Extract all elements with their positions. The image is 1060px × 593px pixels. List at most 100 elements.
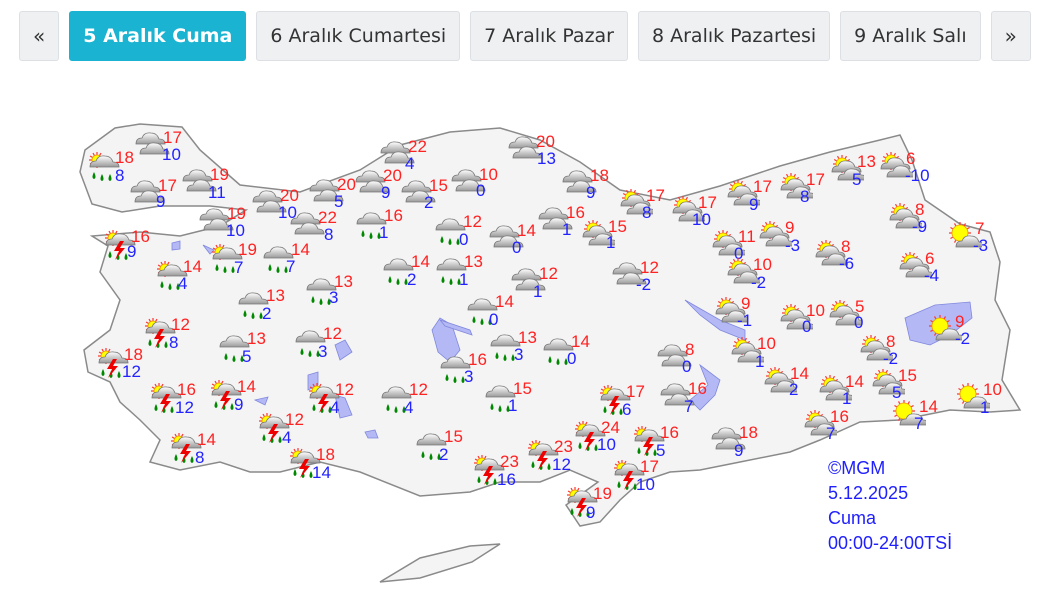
max-temp: 17 <box>646 186 665 205</box>
max-temp: 12 <box>335 380 354 399</box>
min-temp: 1 <box>508 396 518 415</box>
weather-map: ©MGM 5.12.2025 Cuma 00:00-24:00TSİ 18 8 17… <box>52 115 1060 593</box>
max-temp: 17 <box>640 457 659 476</box>
credit-period: 00:00-24:00TSİ <box>828 533 953 553</box>
max-temp: 9 <box>955 312 965 331</box>
max-temp: 14 <box>237 377 256 396</box>
max-temp: 13 <box>266 286 285 305</box>
max-temp: 14 <box>411 252 430 271</box>
min-temp: 0 <box>854 313 864 332</box>
max-temp: 20 <box>337 175 356 194</box>
max-temp: 22 <box>408 137 427 156</box>
max-temp: 11 <box>738 227 756 246</box>
credit-day: Cuma <box>828 508 877 528</box>
max-temp: 8 <box>886 332 896 351</box>
tab-day-3[interactable]: 7 Aralık Pazar <box>470 11 628 61</box>
min-temp: 8 <box>324 225 334 244</box>
min-temp: -10 <box>905 166 930 185</box>
min-temp: 0 <box>512 238 522 257</box>
min-temp: 10 <box>226 221 245 240</box>
min-temp: 12 <box>175 398 194 417</box>
max-temp: 8 <box>841 237 851 256</box>
max-temp: 8 <box>915 200 925 219</box>
credit-source: ©MGM <box>828 458 886 478</box>
min-temp: 2 <box>262 304 272 323</box>
min-temp: 3 <box>464 367 474 386</box>
max-temp: 13 <box>247 329 266 348</box>
min-temp: 1 <box>459 270 469 289</box>
min-temp: 1 <box>606 233 616 252</box>
prev-day-button[interactable]: « <box>19 11 60 61</box>
max-temp: 18 <box>739 423 758 442</box>
min-temp: 4 <box>404 398 414 417</box>
tab-day-1[interactable]: 5 Aralık Cuma <box>69 11 247 61</box>
min-temp: 9 <box>127 242 137 261</box>
min-temp: -9 <box>912 217 928 236</box>
min-temp: 9 <box>381 183 391 202</box>
max-temp: 24 <box>601 418 620 437</box>
min-temp: 8 <box>642 203 652 222</box>
min-temp: -4 <box>924 266 940 285</box>
min-temp: 0 <box>476 181 486 200</box>
max-temp: 14 <box>495 292 514 311</box>
max-temp: 14 <box>183 257 202 276</box>
max-temp: 7 <box>975 219 985 238</box>
min-temp: 10 <box>597 435 616 454</box>
min-temp: 7 <box>684 397 694 416</box>
max-temp: 18 <box>316 445 335 464</box>
next-day-button[interactable]: » <box>990 11 1031 61</box>
min-temp: -2 <box>751 273 767 292</box>
min-temp: 8 <box>195 448 205 467</box>
max-temp: 9 <box>785 218 795 237</box>
tab-day-2[interactable]: 6 Aralık Cumartesi <box>256 11 461 61</box>
max-temp: 19 <box>210 165 229 184</box>
max-temp: 19 <box>238 240 257 259</box>
max-temp: 17 <box>158 176 177 195</box>
max-temp: 10 <box>757 334 776 353</box>
min-temp: 1 <box>533 282 543 301</box>
max-temp: 15 <box>513 379 532 398</box>
max-temp: 16 <box>131 227 150 246</box>
max-temp: 16 <box>660 423 679 442</box>
max-temp: 17 <box>806 170 825 189</box>
max-temp: 15 <box>429 176 448 195</box>
cyprus <box>379 543 501 583</box>
min-temp: 0 <box>802 317 812 336</box>
max-temp: 10 <box>479 165 498 184</box>
max-temp: 8 <box>685 340 695 359</box>
max-temp: 16 <box>384 206 403 225</box>
min-temp: 3 <box>514 345 524 364</box>
min-temp: 7 <box>826 424 836 443</box>
min-temp: 3 <box>329 288 339 307</box>
tab-day-5[interactable]: 9 Aralık Salı <box>840 11 981 61</box>
min-temp: 7 <box>234 258 244 277</box>
min-temp: 5 <box>334 192 344 211</box>
min-temp: 9 <box>734 441 744 460</box>
max-temp: 15 <box>898 366 917 385</box>
min-temp: 12 <box>122 362 141 381</box>
max-temp: 9 <box>741 294 751 313</box>
min-temp: 5 <box>242 347 252 366</box>
tab-day-4[interactable]: 8 Aralık Pazartesi <box>638 11 831 61</box>
max-temp: 15 <box>608 217 627 236</box>
min-temp: 11 <box>208 183 226 202</box>
credit-date: 5.12.2025 <box>828 483 909 503</box>
min-temp: 0 <box>489 310 499 329</box>
max-temp: 16 <box>177 380 196 399</box>
max-temp: 14 <box>919 397 938 416</box>
min-temp: 1 <box>755 352 765 371</box>
min-temp: -3 <box>973 236 989 255</box>
min-temp: -2 <box>955 329 971 348</box>
max-temp: 13 <box>334 272 353 291</box>
max-temp: 14 <box>845 372 864 391</box>
min-temp: 9 <box>156 192 166 211</box>
lakes <box>171 240 973 439</box>
min-temp: 8 <box>115 166 125 185</box>
min-temp: 5 <box>852 170 862 189</box>
min-temp: 0 <box>459 230 469 249</box>
min-temp: 10 <box>636 475 655 494</box>
min-temp: 8 <box>800 187 810 206</box>
map-credit: ©MGM 5.12.2025 Cuma 00:00-24:00TSİ <box>828 456 952 556</box>
max-temp: 10 <box>983 380 1002 399</box>
min-temp: 1 <box>562 220 572 239</box>
